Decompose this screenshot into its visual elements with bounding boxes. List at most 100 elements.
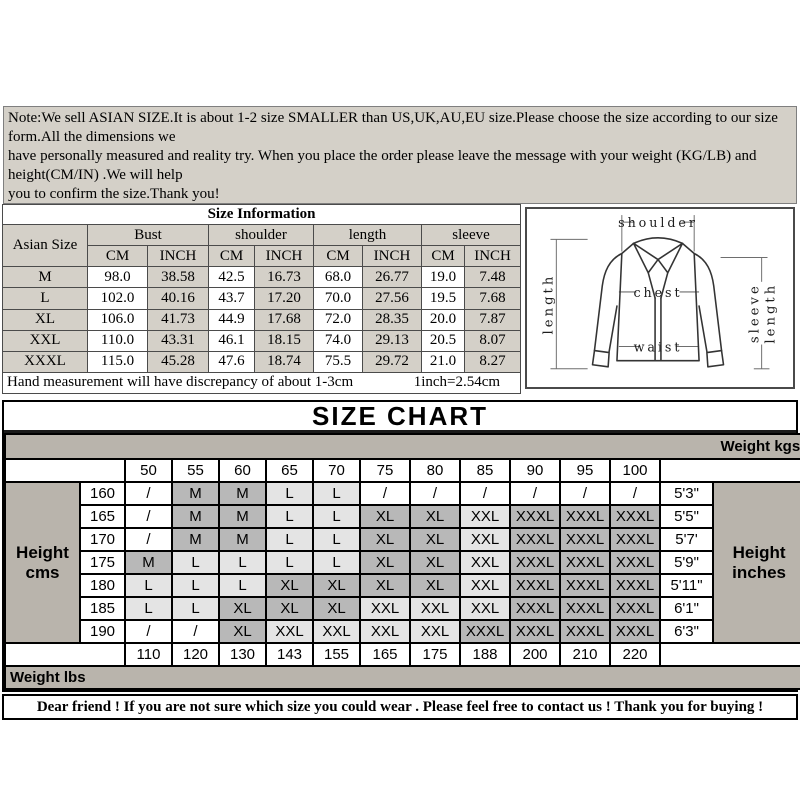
inch-value-cell: 17.68 — [254, 308, 314, 331]
weight-kg-header-cell: 75 — [359, 458, 411, 483]
empty-corner-cell — [4, 642, 126, 667]
cm-value-cell: 44.9 — [208, 308, 255, 331]
note-line: have personally measured and reality try… — [8, 148, 757, 164]
size-cell: / — [459, 481, 511, 506]
shirt-diagram-area: shoulder length chest waist sleeve — [521, 204, 798, 394]
size-cell: XXL — [459, 527, 511, 552]
cm-value-cell: 20.0 — [421, 308, 465, 331]
size-cell: L — [218, 573, 267, 598]
weight-lb-value-cell: 210 — [559, 642, 611, 667]
size-label-cell: XL — [2, 308, 88, 331]
size-info-row: XXXL 115.0 45.28 47.6 18.74 75.5 29.72 21.0 8.27 — [2, 350, 522, 373]
size-cell: XXXL — [609, 596, 661, 621]
measure-group-header: Bust — [87, 224, 209, 247]
size-cell: L — [218, 550, 267, 575]
size-cell: L — [124, 573, 173, 598]
shirt-measurement-diagram: shoulder length chest waist sleeve — [542, 215, 779, 370]
size-cell: XXXL — [559, 527, 611, 552]
weight-kg-header-cell: 55 — [171, 458, 220, 483]
cm-value-cell: 75.5 — [313, 350, 363, 373]
weight-lb-value-cell: 200 — [509, 642, 561, 667]
size-cell: XXL — [359, 596, 411, 621]
weight-lb-value-cell: 188 — [459, 642, 511, 667]
empty-corner-cell — [4, 458, 126, 483]
inch-value-cell: 29.72 — [362, 350, 422, 373]
inch-value-cell: 38.58 — [147, 266, 209, 289]
size-cell: XXXL — [509, 527, 561, 552]
size-cell: XL — [409, 573, 461, 598]
size-cell: L — [171, 596, 220, 621]
unit-inch-header: INCH — [147, 245, 209, 268]
empty-corner-cell — [658, 458, 800, 483]
size-cell: XL — [409, 504, 461, 529]
size-cell: L — [265, 504, 314, 529]
length-label: length — [542, 274, 557, 335]
cm-value-cell: 47.6 — [208, 350, 255, 373]
size-information-title: Size Information — [1, 203, 522, 226]
height-cm-cell: 160 — [79, 481, 126, 506]
weight-lb-value-cell: 165 — [359, 642, 411, 667]
cm-value-cell: 19.5 — [421, 287, 465, 310]
inch-value-cell: 29.13 — [362, 329, 422, 352]
size-cell: / — [409, 481, 461, 506]
inch-value-cell: 40.16 — [147, 287, 209, 310]
cm-value-cell: 20.5 — [421, 329, 465, 352]
size-cell: M — [171, 504, 220, 529]
size-cell: XXL — [459, 573, 511, 598]
size-cell: / — [124, 481, 173, 506]
cm-value-cell: 72.0 — [313, 308, 363, 331]
height-cm-cell: 190 — [79, 619, 126, 644]
size-cell: XL — [312, 573, 361, 598]
size-cell: L — [265, 481, 314, 506]
size-cell: XXXL — [559, 504, 611, 529]
size-label-cell: M — [2, 266, 88, 289]
asian-size-header: Asian Size — [2, 224, 88, 268]
sleeve-length-label-word2: length — [764, 283, 779, 344]
size-cell: XL — [359, 573, 411, 598]
note-line: you to confirm the size.Thank you! — [8, 186, 220, 202]
size-cell: M — [124, 550, 173, 575]
cm-value-cell: 115.0 — [87, 350, 148, 373]
size-cell: XXXL — [609, 573, 661, 598]
height-row: Height cms 160/M M L L / / / / //5'3" Height inche… — [4, 481, 800, 644]
weight-lb-value-cell: 175 — [409, 642, 461, 667]
size-cell: L — [265, 527, 314, 552]
unit-inch-header: INCH — [362, 245, 422, 268]
unit-cm-header: CM — [87, 245, 148, 268]
height-inch-cell: 5'3" — [659, 481, 714, 506]
size-cell: / — [359, 481, 411, 506]
footnote-flex: Hand measurement will have discrepancy o… — [3, 374, 520, 391]
weight-kg-header-cell: 100 — [609, 458, 661, 483]
size-cell: L — [312, 550, 361, 575]
weight-kg-header-cell: 65 — [265, 458, 314, 483]
inch-value-cell: 26.77 — [362, 266, 422, 289]
size-cell: / — [124, 619, 173, 644]
height-row: 175 M L L L L XL XL XXL XXXL XXXL XXXL 5'9" — [5, 550, 800, 575]
size-cell: M — [171, 527, 220, 552]
size-cell: L — [265, 550, 314, 575]
size-cell: XXL — [459, 550, 511, 575]
weight-kg-header-cell: 70 — [312, 458, 361, 483]
height-row: 180 L L L XL XL XL XL XXL XXXL XXXL XXXL 5'11" — [5, 573, 800, 598]
size-cell: XXL — [312, 619, 361, 644]
height-cm-cell: 180 — [79, 573, 126, 598]
size-information-section: Size Information Asian Size Bust shoulder le… — [1, 203, 798, 395]
weight-lbs-band: Weight lbs — [3, 665, 800, 690]
inch-value-cell: 43.31 — [147, 329, 209, 352]
height-cm-cell: 170 — [79, 527, 126, 552]
size-cell: M — [218, 527, 267, 552]
weight-kg-header-cell: 85 — [459, 458, 511, 483]
weight-lb-value-cell: 155 — [312, 642, 361, 667]
size-cell: XXL — [459, 596, 511, 621]
size-cell: XXXL — [509, 596, 561, 621]
height-cms-label: Height cms — [4, 481, 81, 644]
size-cell: XL — [265, 573, 314, 598]
height-row: 190// XL XXL XXL XXL XXL XXXL XXXL XXXL XXXL 6'3" — [5, 619, 800, 644]
cm-value-cell: 68.0 — [313, 266, 363, 289]
cm-value-cell: 42.5 — [208, 266, 255, 289]
inch-value-cell: 27.56 — [362, 287, 422, 310]
height-inch-cell: 5'5" — [659, 504, 714, 529]
weight-lb-value-cell: 130 — [218, 642, 267, 667]
size-cell: XL — [265, 596, 314, 621]
weight-lb-value-cell: 110 — [124, 642, 173, 667]
